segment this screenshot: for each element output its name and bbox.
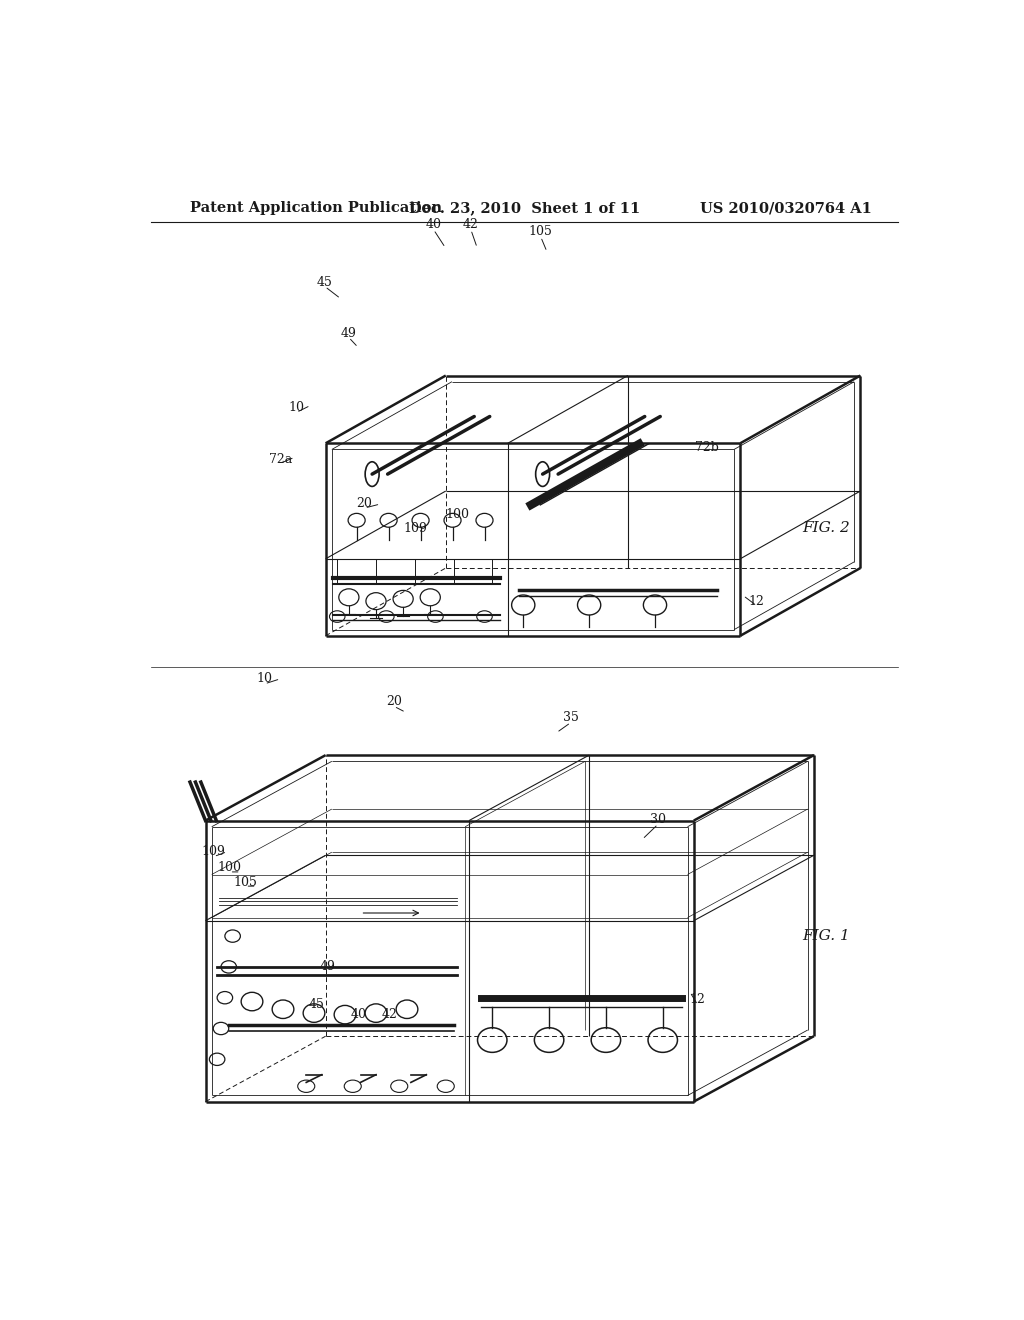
Text: FIG. 2: FIG. 2 [802, 521, 850, 535]
Text: 49: 49 [321, 960, 336, 973]
Text: 72a: 72a [268, 453, 292, 466]
Text: 40: 40 [350, 1007, 367, 1020]
Text: 105: 105 [233, 875, 257, 888]
Text: 109: 109 [403, 521, 427, 535]
Text: 45: 45 [309, 998, 325, 1011]
Text: 20: 20 [386, 694, 401, 708]
Text: 105: 105 [528, 226, 553, 238]
Text: FIG. 1: FIG. 1 [802, 929, 850, 942]
Text: 72b: 72b [695, 441, 719, 454]
Text: 12: 12 [749, 595, 765, 609]
Text: 20: 20 [356, 498, 373, 511]
Text: 12: 12 [690, 994, 706, 1006]
Text: 109: 109 [202, 845, 225, 858]
Text: Patent Application Publication: Patent Application Publication [190, 202, 442, 215]
Text: US 2010/0320764 A1: US 2010/0320764 A1 [700, 202, 872, 215]
Text: 45: 45 [316, 276, 333, 289]
Text: 30: 30 [650, 813, 667, 825]
Text: 10: 10 [256, 672, 272, 685]
Text: 100: 100 [445, 508, 469, 520]
Text: 42: 42 [382, 1007, 398, 1020]
Text: 49: 49 [341, 327, 356, 339]
Text: 42: 42 [463, 218, 479, 231]
Text: 10: 10 [288, 401, 304, 414]
Text: 100: 100 [217, 862, 242, 874]
Text: 35: 35 [563, 711, 579, 723]
Text: Dec. 23, 2010  Sheet 1 of 11: Dec. 23, 2010 Sheet 1 of 11 [410, 202, 640, 215]
Text: 40: 40 [426, 218, 441, 231]
